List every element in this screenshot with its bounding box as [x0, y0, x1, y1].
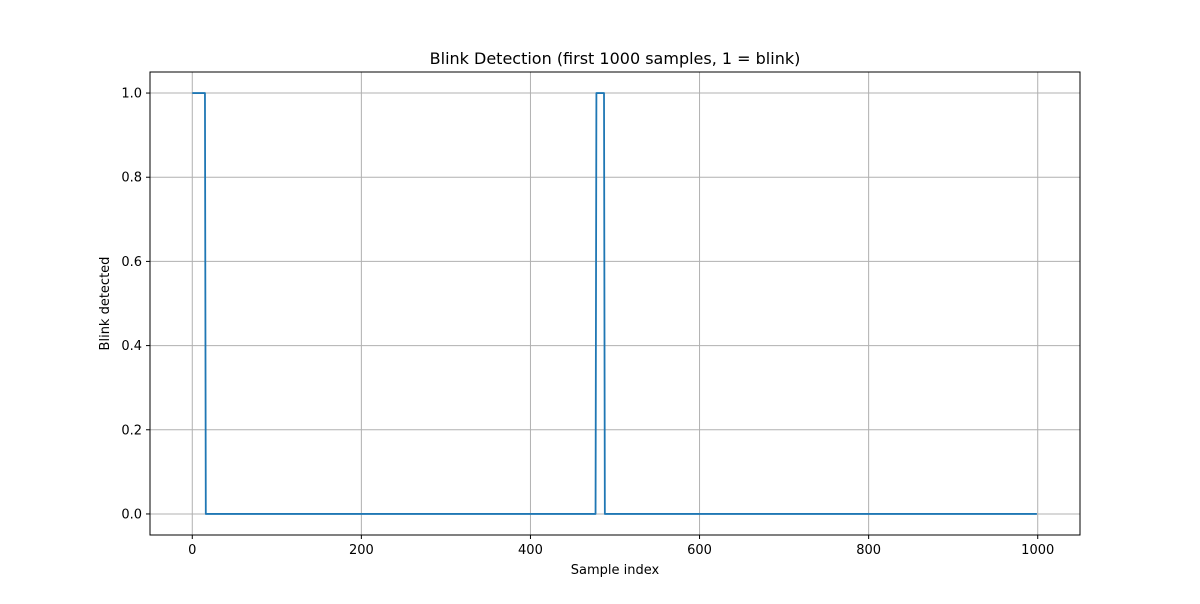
- y-axis-label: Blink detected: [98, 257, 113, 351]
- x-tick-label: 600: [687, 543, 712, 558]
- series-layer: [192, 92, 1037, 515]
- y-tick-label: 0.4: [121, 339, 142, 354]
- y-tick-label: 0.6: [121, 255, 142, 270]
- y-tick-label: 1.0: [121, 87, 142, 102]
- y-tick-label: 0.0: [121, 507, 142, 522]
- series-line-blink: [192, 92, 1037, 515]
- x-tick-label: 200: [349, 543, 374, 558]
- y-tick-label: 0.2: [121, 423, 142, 438]
- x-tick-label: 0: [188, 543, 196, 558]
- x-tick-label: 1000: [1021, 543, 1054, 558]
- plot-area-frame: [149, 71, 1081, 536]
- x-axis-label: Sample index: [571, 563, 660, 578]
- x-tick-label: 800: [856, 543, 881, 558]
- x-tick-label: 400: [518, 543, 543, 558]
- chart-title: Blink Detection (first 1000 samples, 1 =…: [430, 49, 801, 68]
- y-tick-label: 0.8: [121, 171, 142, 186]
- axis-ticks: 0 200 400 600 800 1000 0.0 0.2 0.4 0.6 0.8 1.0: [121, 87, 1054, 558]
